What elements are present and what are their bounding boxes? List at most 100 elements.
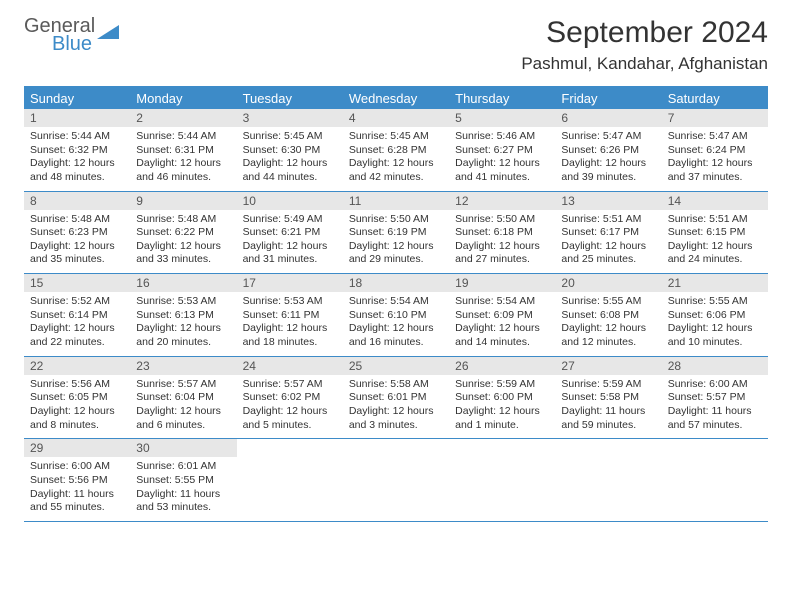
day-cell: [237, 439, 343, 521]
daylight-text: Daylight: 12 hours and 20 minutes.: [136, 322, 230, 349]
sunset-text: Sunset: 6:04 PM: [136, 391, 230, 405]
day-cell: 29Sunrise: 6:00 AMSunset: 5:56 PMDayligh…: [24, 439, 130, 521]
day-info: Sunrise: 5:51 AMSunset: 6:15 PMDaylight:…: [662, 210, 768, 274]
sunrise-text: Sunrise: 5:46 AM: [455, 130, 549, 144]
sunrise-text: Sunrise: 6:00 AM: [668, 378, 762, 392]
day-number: 5: [449, 109, 555, 127]
daylight-text: Daylight: 11 hours and 57 minutes.: [668, 405, 762, 432]
day-info: Sunrise: 5:56 AMSunset: 6:05 PMDaylight:…: [24, 375, 130, 439]
day-cell: 24Sunrise: 5:57 AMSunset: 6:02 PMDayligh…: [237, 357, 343, 439]
weekday-row: SundayMondayTuesdayWednesdayThursdayFrid…: [24, 88, 768, 109]
daylight-text: Daylight: 12 hours and 6 minutes.: [136, 405, 230, 432]
day-cell: 13Sunrise: 5:51 AMSunset: 6:17 PMDayligh…: [555, 192, 661, 274]
day-info: Sunrise: 5:51 AMSunset: 6:17 PMDaylight:…: [555, 210, 661, 274]
sunset-text: Sunset: 5:58 PM: [561, 391, 655, 405]
weekday-header: Friday: [555, 88, 661, 109]
daylight-text: Daylight: 12 hours and 37 minutes.: [668, 157, 762, 184]
day-number: 16: [130, 274, 236, 292]
day-number: 28: [662, 357, 768, 375]
daylight-text: Daylight: 12 hours and 8 minutes.: [30, 405, 124, 432]
daylight-text: Daylight: 12 hours and 42 minutes.: [349, 157, 443, 184]
daylight-text: Daylight: 12 hours and 10 minutes.: [668, 322, 762, 349]
day-number: 15: [24, 274, 130, 292]
sunset-text: Sunset: 6:09 PM: [455, 309, 549, 323]
daylight-text: Daylight: 12 hours and 24 minutes.: [668, 240, 762, 267]
sunset-text: Sunset: 5:57 PM: [668, 391, 762, 405]
day-info: Sunrise: 5:46 AMSunset: 6:27 PMDaylight:…: [449, 127, 555, 191]
sunrise-text: Sunrise: 5:52 AM: [30, 295, 124, 309]
sunrise-text: Sunrise: 5:45 AM: [349, 130, 443, 144]
day-cell: 26Sunrise: 5:59 AMSunset: 6:00 PMDayligh…: [449, 357, 555, 439]
sunset-text: Sunset: 6:19 PM: [349, 226, 443, 240]
day-number: 17: [237, 274, 343, 292]
day-info: Sunrise: 5:45 AMSunset: 6:30 PMDaylight:…: [237, 127, 343, 191]
sunrise-text: Sunrise: 5:59 AM: [455, 378, 549, 392]
week-row: 8Sunrise: 5:48 AMSunset: 6:23 PMDaylight…: [24, 192, 768, 275]
day-cell: 3Sunrise: 5:45 AMSunset: 6:30 PMDaylight…: [237, 109, 343, 191]
day-cell: 12Sunrise: 5:50 AMSunset: 6:18 PMDayligh…: [449, 192, 555, 274]
day-cell: 1 Sunrise: 5:44 AMSunset: 6:32 PMDaylight…: [24, 109, 130, 191]
sunrise-text: Sunrise: 5:55 AM: [668, 295, 762, 309]
day-info: Sunrise: 5:55 AMSunset: 6:08 PMDaylight:…: [555, 292, 661, 356]
sunset-text: Sunset: 6:06 PM: [668, 309, 762, 323]
sunset-text: Sunset: 6:26 PM: [561, 144, 655, 158]
day-cell: 18Sunrise: 5:54 AMSunset: 6:10 PMDayligh…: [343, 274, 449, 356]
day-number: 29: [24, 439, 130, 457]
day-number: [662, 439, 768, 457]
day-cell: 28 Sunrise: 6:00 AMSunset: 5:57 PMDayligh…: [662, 357, 768, 439]
sunrise-text: Sunrise: 5:44 AM: [136, 130, 230, 144]
day-cell: 10Sunrise: 5:49 AMSunset: 6:21 PMDayligh…: [237, 192, 343, 274]
day-number: 8: [24, 192, 130, 210]
sunset-text: Sunset: 6:28 PM: [349, 144, 443, 158]
sunset-text: Sunset: 6:17 PM: [561, 226, 655, 240]
daylight-text: Daylight: 12 hours and 3 minutes.: [349, 405, 443, 432]
day-number: [237, 439, 343, 457]
day-info: Sunrise: 5:48 AMSunset: 6:23 PMDaylight:…: [24, 210, 130, 274]
day-info: Sunrise: 5:57 AMSunset: 6:04 PMDaylight:…: [130, 375, 236, 439]
sunset-text: Sunset: 6:08 PM: [561, 309, 655, 323]
day-cell: 7Sunrise: 5:47 AMSunset: 6:24 PMDaylight…: [662, 109, 768, 191]
daylight-text: Daylight: 11 hours and 53 minutes.: [136, 488, 230, 515]
sunrise-text: Sunrise: 5:50 AM: [455, 213, 549, 227]
day-cell: 25Sunrise: 5:58 AMSunset: 6:01 PMDayligh…: [343, 357, 449, 439]
daylight-text: Daylight: 12 hours and 22 minutes.: [30, 322, 124, 349]
daylight-text: Daylight: 12 hours and 48 minutes.: [30, 157, 124, 184]
logo: General Blue: [24, 16, 119, 54]
sunset-text: Sunset: 6:05 PM: [30, 391, 124, 405]
day-info: Sunrise: 5:57 AMSunset: 6:02 PMDaylight:…: [237, 375, 343, 439]
sunrise-text: Sunrise: 5:48 AM: [30, 213, 124, 227]
weekday-header: Saturday: [662, 88, 768, 109]
sunrise-text: Sunrise: 5:49 AM: [243, 213, 337, 227]
sunrise-text: Sunrise: 5:44 AM: [30, 130, 124, 144]
day-number: 2: [130, 109, 236, 127]
sunrise-text: Sunrise: 5:51 AM: [668, 213, 762, 227]
daylight-text: Daylight: 12 hours and 41 minutes.: [455, 157, 549, 184]
day-number: 1: [24, 109, 130, 127]
sunset-text: Sunset: 6:13 PM: [136, 309, 230, 323]
day-number: 11: [343, 192, 449, 210]
sunset-text: Sunset: 5:55 PM: [136, 474, 230, 488]
title-block: September 2024 Pashmul, Kandahar, Afghan…: [521, 16, 768, 74]
day-number: 25: [343, 357, 449, 375]
day-number: 30: [130, 439, 236, 457]
calendar: SundayMondayTuesdayWednesdayThursdayFrid…: [24, 86, 768, 522]
day-cell: 5Sunrise: 5:46 AMSunset: 6:27 PMDaylight…: [449, 109, 555, 191]
sunrise-text: Sunrise: 5:56 AM: [30, 378, 124, 392]
daylight-text: Daylight: 12 hours and 14 minutes.: [455, 322, 549, 349]
weekday-header: Monday: [130, 88, 236, 109]
day-cell: [449, 439, 555, 521]
daylight-text: Daylight: 12 hours and 16 minutes.: [349, 322, 443, 349]
day-cell: [662, 439, 768, 521]
day-cell: 9Sunrise: 5:48 AMSunset: 6:22 PMDaylight…: [130, 192, 236, 274]
sunrise-text: Sunrise: 5:45 AM: [243, 130, 337, 144]
day-cell: 2Sunrise: 5:44 AMSunset: 6:31 PMDaylight…: [130, 109, 236, 191]
day-number: 21: [662, 274, 768, 292]
sunrise-text: Sunrise: 5:48 AM: [136, 213, 230, 227]
daylight-text: Daylight: 12 hours and 35 minutes.: [30, 240, 124, 267]
sunrise-text: Sunrise: 5:55 AM: [561, 295, 655, 309]
sunset-text: Sunset: 6:32 PM: [30, 144, 124, 158]
day-cell: [343, 439, 449, 521]
day-info: Sunrise: 5:52 AMSunset: 6:14 PMDaylight:…: [24, 292, 130, 356]
day-cell: 14Sunrise: 5:51 AMSunset: 6:15 PMDayligh…: [662, 192, 768, 274]
sunset-text: Sunset: 6:31 PM: [136, 144, 230, 158]
